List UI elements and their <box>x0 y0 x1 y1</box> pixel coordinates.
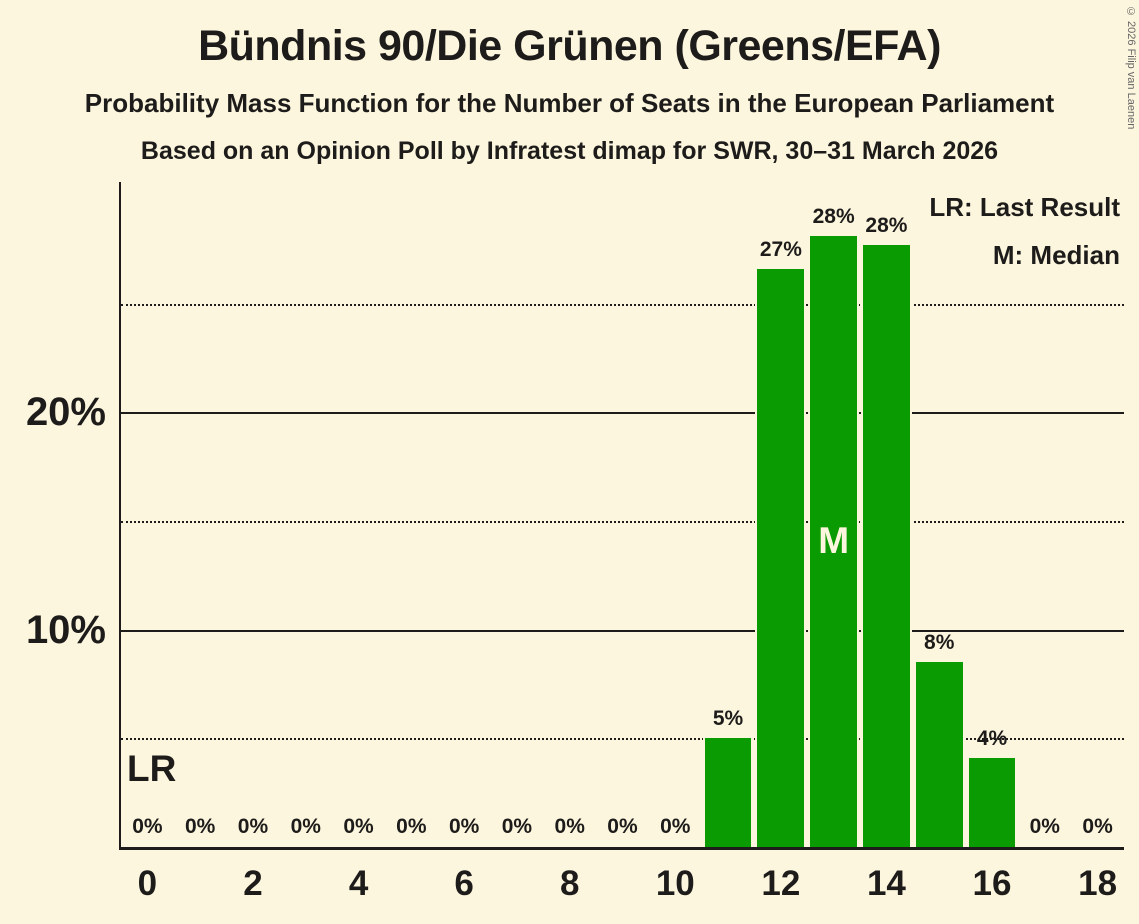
median-marker-label: M <box>818 519 850 561</box>
x-tick-label: 18 <box>1078 864 1118 903</box>
gridline-25pct <box>121 303 1124 306</box>
gridline-5pct <box>121 738 1124 741</box>
x-tick-label: 14 <box>866 864 906 903</box>
x-tick-label: 0 <box>137 864 158 903</box>
x-tick-label: 8 <box>559 864 580 903</box>
bar-value-label: 0% <box>1082 815 1113 838</box>
bar-seat-13 <box>808 236 860 847</box>
x-tick-label: 16 <box>972 864 1012 903</box>
bar-seat-14 <box>861 245 912 847</box>
gridline-10pct <box>121 629 1124 632</box>
x-tick-label: 10 <box>655 864 695 903</box>
bar-value-label: 28% <box>812 205 855 229</box>
bar-value-label: 0% <box>290 815 321 838</box>
bar-value-label: 0% <box>501 815 533 838</box>
gridline-15pct <box>121 521 1124 524</box>
x-tick-label: 2 <box>243 864 263 903</box>
bar-seat-11 <box>702 738 754 847</box>
gridline-20pct <box>121 412 1124 415</box>
legend-last-result: LR: Last Result <box>929 192 1120 222</box>
bar-value-label: 5% <box>712 707 744 731</box>
bar-value-label: 4% <box>976 726 1008 750</box>
bar-value-label: 0% <box>448 815 480 838</box>
bar-value-label: 0% <box>396 815 427 838</box>
copyright-notice: © 2026 Filip van Laenen <box>1125 6 1137 130</box>
x-tick-label: 6 <box>454 864 474 903</box>
x-tick-label: 4 <box>348 864 369 903</box>
bar-value-label: 0% <box>184 815 216 838</box>
bar-value-label: 8% <box>924 631 955 655</box>
chart-title: Bündnis 90/Die Grünen (Greens/EFA) <box>198 22 941 70</box>
x-tick-label: 12 <box>761 864 801 903</box>
legend-median: M: Median <box>992 240 1120 270</box>
bar-value-label: 0% <box>554 815 585 838</box>
y-tick-label: 10% <box>25 607 106 652</box>
bar-seat-15 <box>913 662 965 847</box>
bar-value-label: 0% <box>607 815 638 838</box>
plot-area: 10% 20% 0% 0% 0% 0% 0% 0% 0% 0% 0% 0% 0% 5% 27% 28% 28% 8… <box>26 182 1124 903</box>
bar-value-label: 0% <box>343 815 374 838</box>
bar-value-label: 0% <box>660 815 691 838</box>
bar-value-label: 27% <box>759 237 802 261</box>
bar-value-label: 0% <box>1029 815 1060 838</box>
bar-value-label: 28% <box>865 214 908 238</box>
chart-legend: LR: Last Result M: Median <box>929 183 1120 279</box>
bar-seat-12 <box>755 268 807 847</box>
last-result-label: LR <box>127 748 177 789</box>
y-tick-label: 20% <box>25 390 106 435</box>
chart-source-line: Based on an Opinion Poll by Infratest di… <box>140 137 999 165</box>
bar-value-label: 0% <box>132 815 163 838</box>
chart-subtitle: Probability Mass Function for the Number… <box>84 88 1055 118</box>
bar-seat-16 <box>966 757 1018 847</box>
bar-value-label: 0% <box>237 815 269 838</box>
